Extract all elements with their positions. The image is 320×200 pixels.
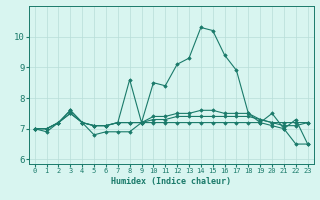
X-axis label: Humidex (Indice chaleur): Humidex (Indice chaleur) (111, 177, 231, 186)
